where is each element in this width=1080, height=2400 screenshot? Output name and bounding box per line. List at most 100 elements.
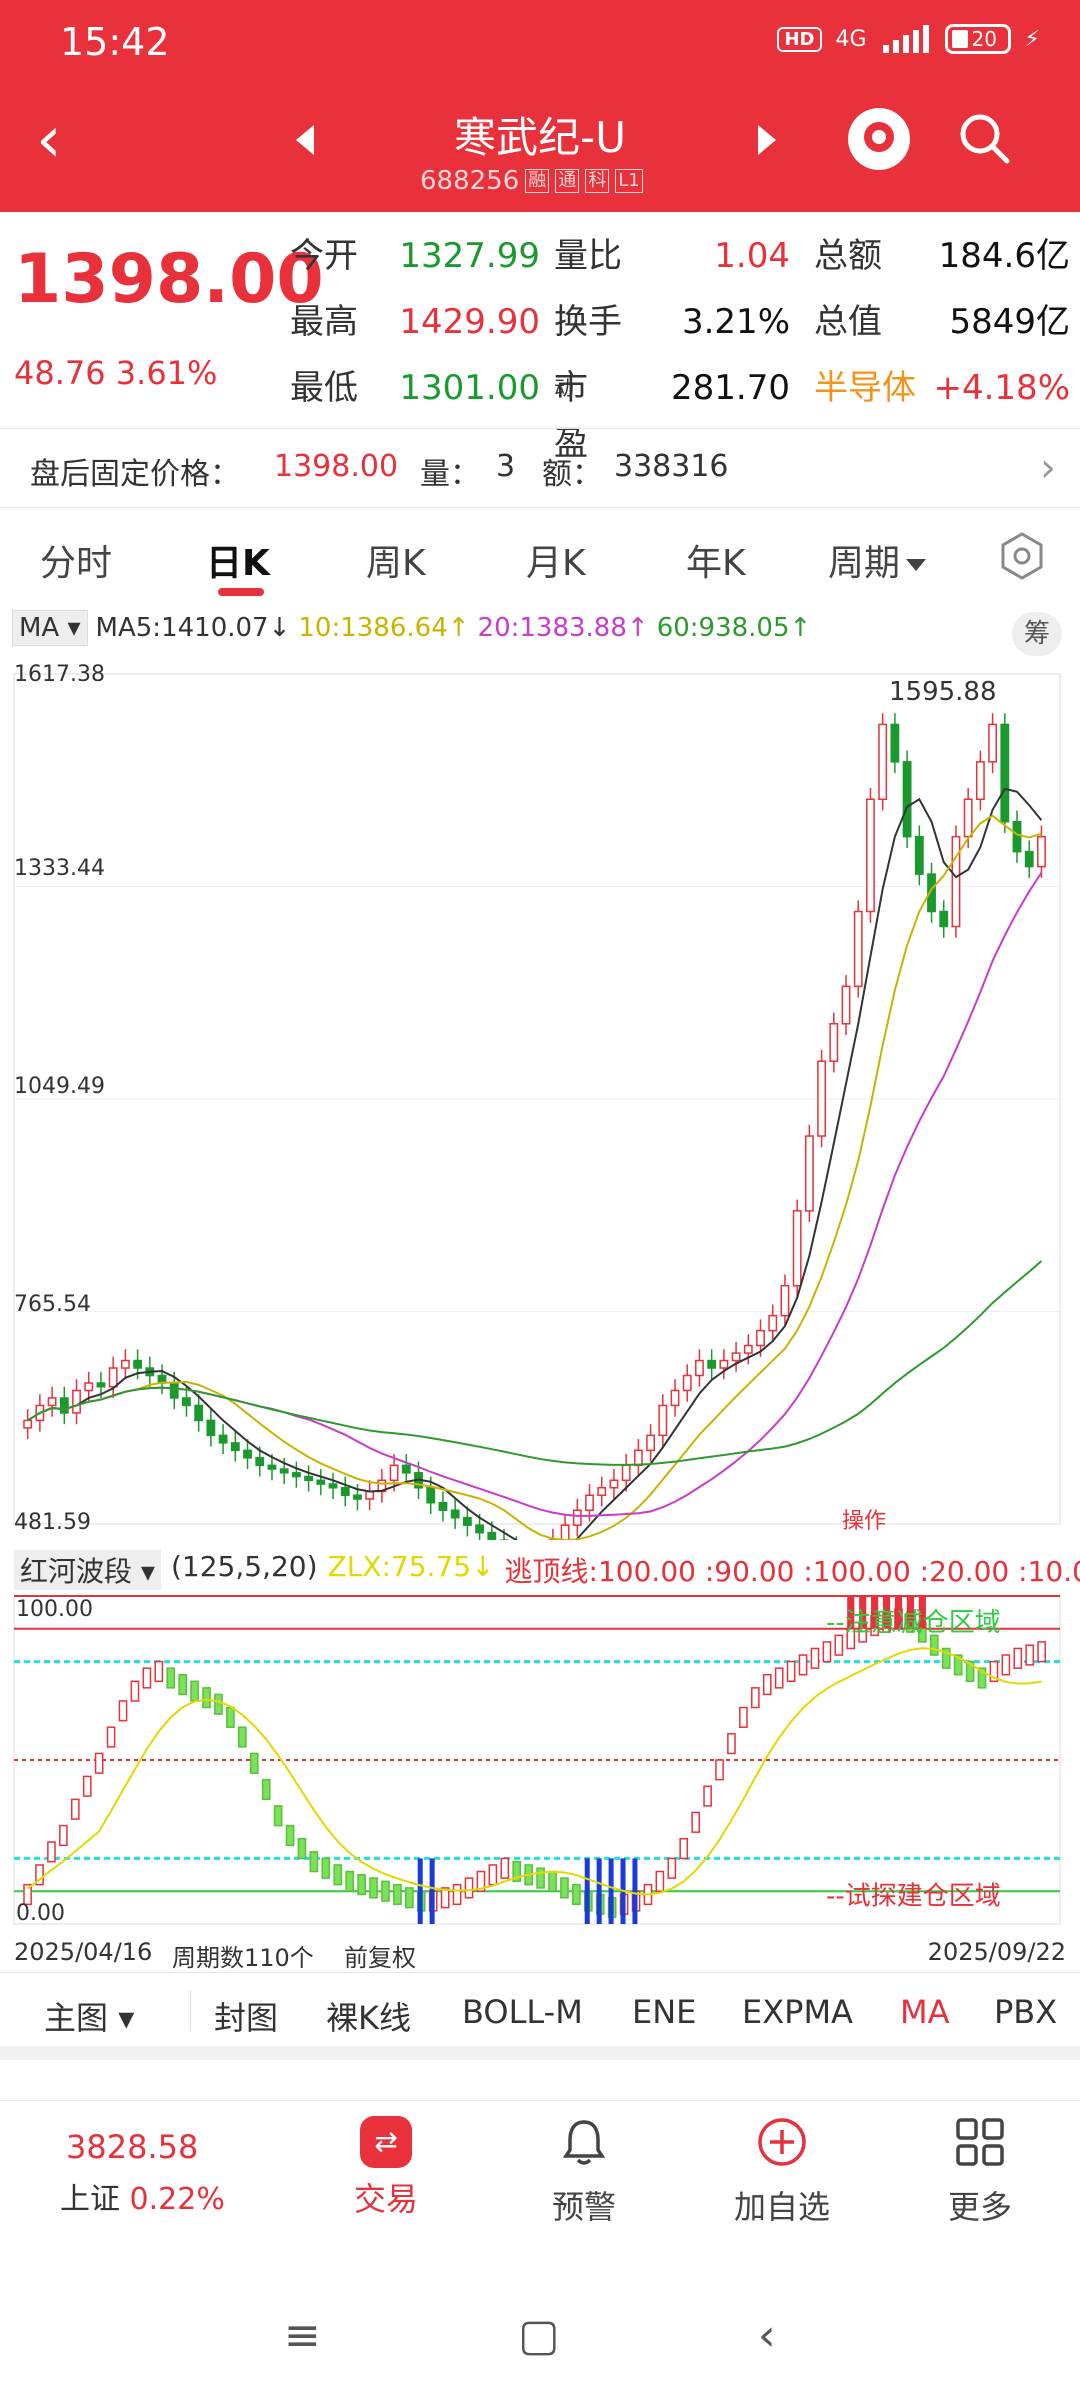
wave-bar [1013,1647,1023,1669]
wave-bar [560,1877,569,1899]
indicator-pbx[interactable]: PBX [994,1993,1058,2031]
nav-add-watchlist[interactable]: 加自选 [692,2116,872,2228]
candle-body [1037,835,1046,868]
index-value[interactable]: 3828.58 [66,2128,199,2166]
system-nav: ≡ ▢ ‹ [0,2280,1080,2400]
bell-icon [562,2120,606,2165]
tab-monthly-k[interactable]: 月K [526,543,586,584]
indicator-bare-k[interactable]: 裸K线 [326,1999,411,2037]
stock-code: 688256 [420,166,520,196]
tab-yearly-k[interactable]: 年K [686,543,746,584]
nav-alert[interactable]: 预警 [494,2116,674,2228]
wave-bar [667,1857,677,1879]
back-nav-icon[interactable]: ‹ [758,2310,776,2361]
operation-badge[interactable]: 操作 [842,1509,886,1534]
candle-body [890,723,900,763]
wave-bar [237,1726,247,1748]
chip-distribution-button[interactable]: 筹 [1012,612,1062,656]
indicator-expma[interactable]: EXPMA [742,1993,853,2031]
indicator-bar: 主图 ▾ 封图 裸K线 BOLL-M ENE EXPMA MA PBX [0,1972,1080,2046]
assistant-icon[interactable] [848,108,910,170]
candle-body [829,1023,839,1062]
tab-daily-k[interactable]: 日K [206,543,270,584]
main-chart-selector[interactable]: 主图 ▾ [44,1999,135,2037]
after-hours-row[interactable]: 盘后固定价格： 1398.00 量： 3 额： 338316 › [0,428,1080,508]
kline-chart[interactable]: 1595.88420.67操作 [0,660,1080,1540]
divider [190,1991,191,2031]
wave-bar [703,1785,712,1807]
after-hours-amount: 338316 [614,449,729,484]
turnover-amount-value: 184.6亿 [938,236,1070,276]
back-button[interactable]: ‹ [36,103,62,177]
candle-body [780,1284,790,1317]
wave-bar [381,1880,390,1902]
high-value: 1429.90 [399,302,540,342]
indicator-fengtu[interactable]: 封图 [214,1999,279,2037]
candle-body [316,1479,326,1485]
wave-bar [118,1700,128,1722]
ma-selector[interactable]: MA ▾ [12,610,88,646]
wave-bar [727,1733,736,1755]
status-time: 15:42 [60,20,170,64]
candle-body [304,1475,314,1482]
wave-bar [786,1660,796,1683]
tab-weekly-k[interactable]: 周K [366,543,426,584]
tag-tong: 通 [555,169,580,193]
candle-body [182,1397,191,1407]
sub-indicator-chart[interactable]: 100.00 0.00 --注意减仓区域 --试探建仓区域 [0,1590,1080,1934]
index-name-row[interactable]: 上证 0.22% [60,2182,225,2217]
candle-body [939,910,949,928]
wave-bar [82,1775,92,1797]
candle-body [291,1472,301,1478]
wave-bar [476,1870,486,1892]
indicator-ma[interactable]: MA [900,1993,950,2031]
tag-ke: 科 [585,169,610,193]
home-icon[interactable]: ▢ [518,2310,560,2361]
zone-top-label: --注意减仓区域 [826,1608,1001,1638]
ma20-value: 20:1383.88↑ [477,613,649,643]
wave-bar [691,1811,701,1833]
candle-body [597,1487,607,1497]
candle-body [328,1483,338,1489]
wave-bar [309,1851,319,1873]
wave-bar [655,1870,665,1892]
period-count: 周期数110个 [172,1944,314,1972]
low-value: 1301.00 [399,368,540,408]
candle-body [462,1516,472,1526]
wave-bar [142,1667,152,1689]
tag-level: L1 [615,169,643,193]
candle-body [353,1494,362,1500]
candle-body [1000,723,1010,823]
tab-timeshare[interactable]: 分时 [40,543,113,584]
sub-indicator-selector[interactable]: 红河波段 ▾ [14,1550,161,1590]
zlx-line [26,1647,1042,1896]
settings-icon[interactable] [996,530,1048,582]
indicator-boll-m[interactable]: BOLL-M [462,1993,583,2031]
candle-body [658,1404,668,1437]
next-stock-icon[interactable] [758,125,776,155]
wave-bar [393,1883,402,1906]
wave-bar [202,1687,211,1709]
tab-period[interactable]: 周期 [828,534,927,586]
high-annotation: 1595.88 [889,677,997,707]
wave-bar [249,1752,259,1774]
nav-trade[interactable]: ⇄ 交易 [296,2116,476,2220]
sector-label[interactable]: 半导体 [814,368,916,408]
active-tab-indicator [218,588,264,596]
bottom-zone-bar [608,1858,614,1924]
prev-stock-icon[interactable] [296,125,314,155]
nav-more[interactable]: 更多 [890,2116,1070,2228]
candle-body [450,1509,460,1519]
wave-bar [512,1860,522,1883]
candle-body [902,761,912,838]
candle-body [206,1419,216,1437]
wave-bar [834,1634,844,1656]
adjust-mode[interactable]: 前复权 [344,1944,416,1972]
candle-body [572,1509,582,1526]
candle-body [340,1487,350,1497]
menu-icon[interactable]: ≡ [284,2310,321,2361]
wave-bar [70,1798,80,1820]
indicator-ene[interactable]: ENE [632,1993,697,2031]
candle-body [841,985,851,1025]
search-icon[interactable] [958,112,1010,164]
